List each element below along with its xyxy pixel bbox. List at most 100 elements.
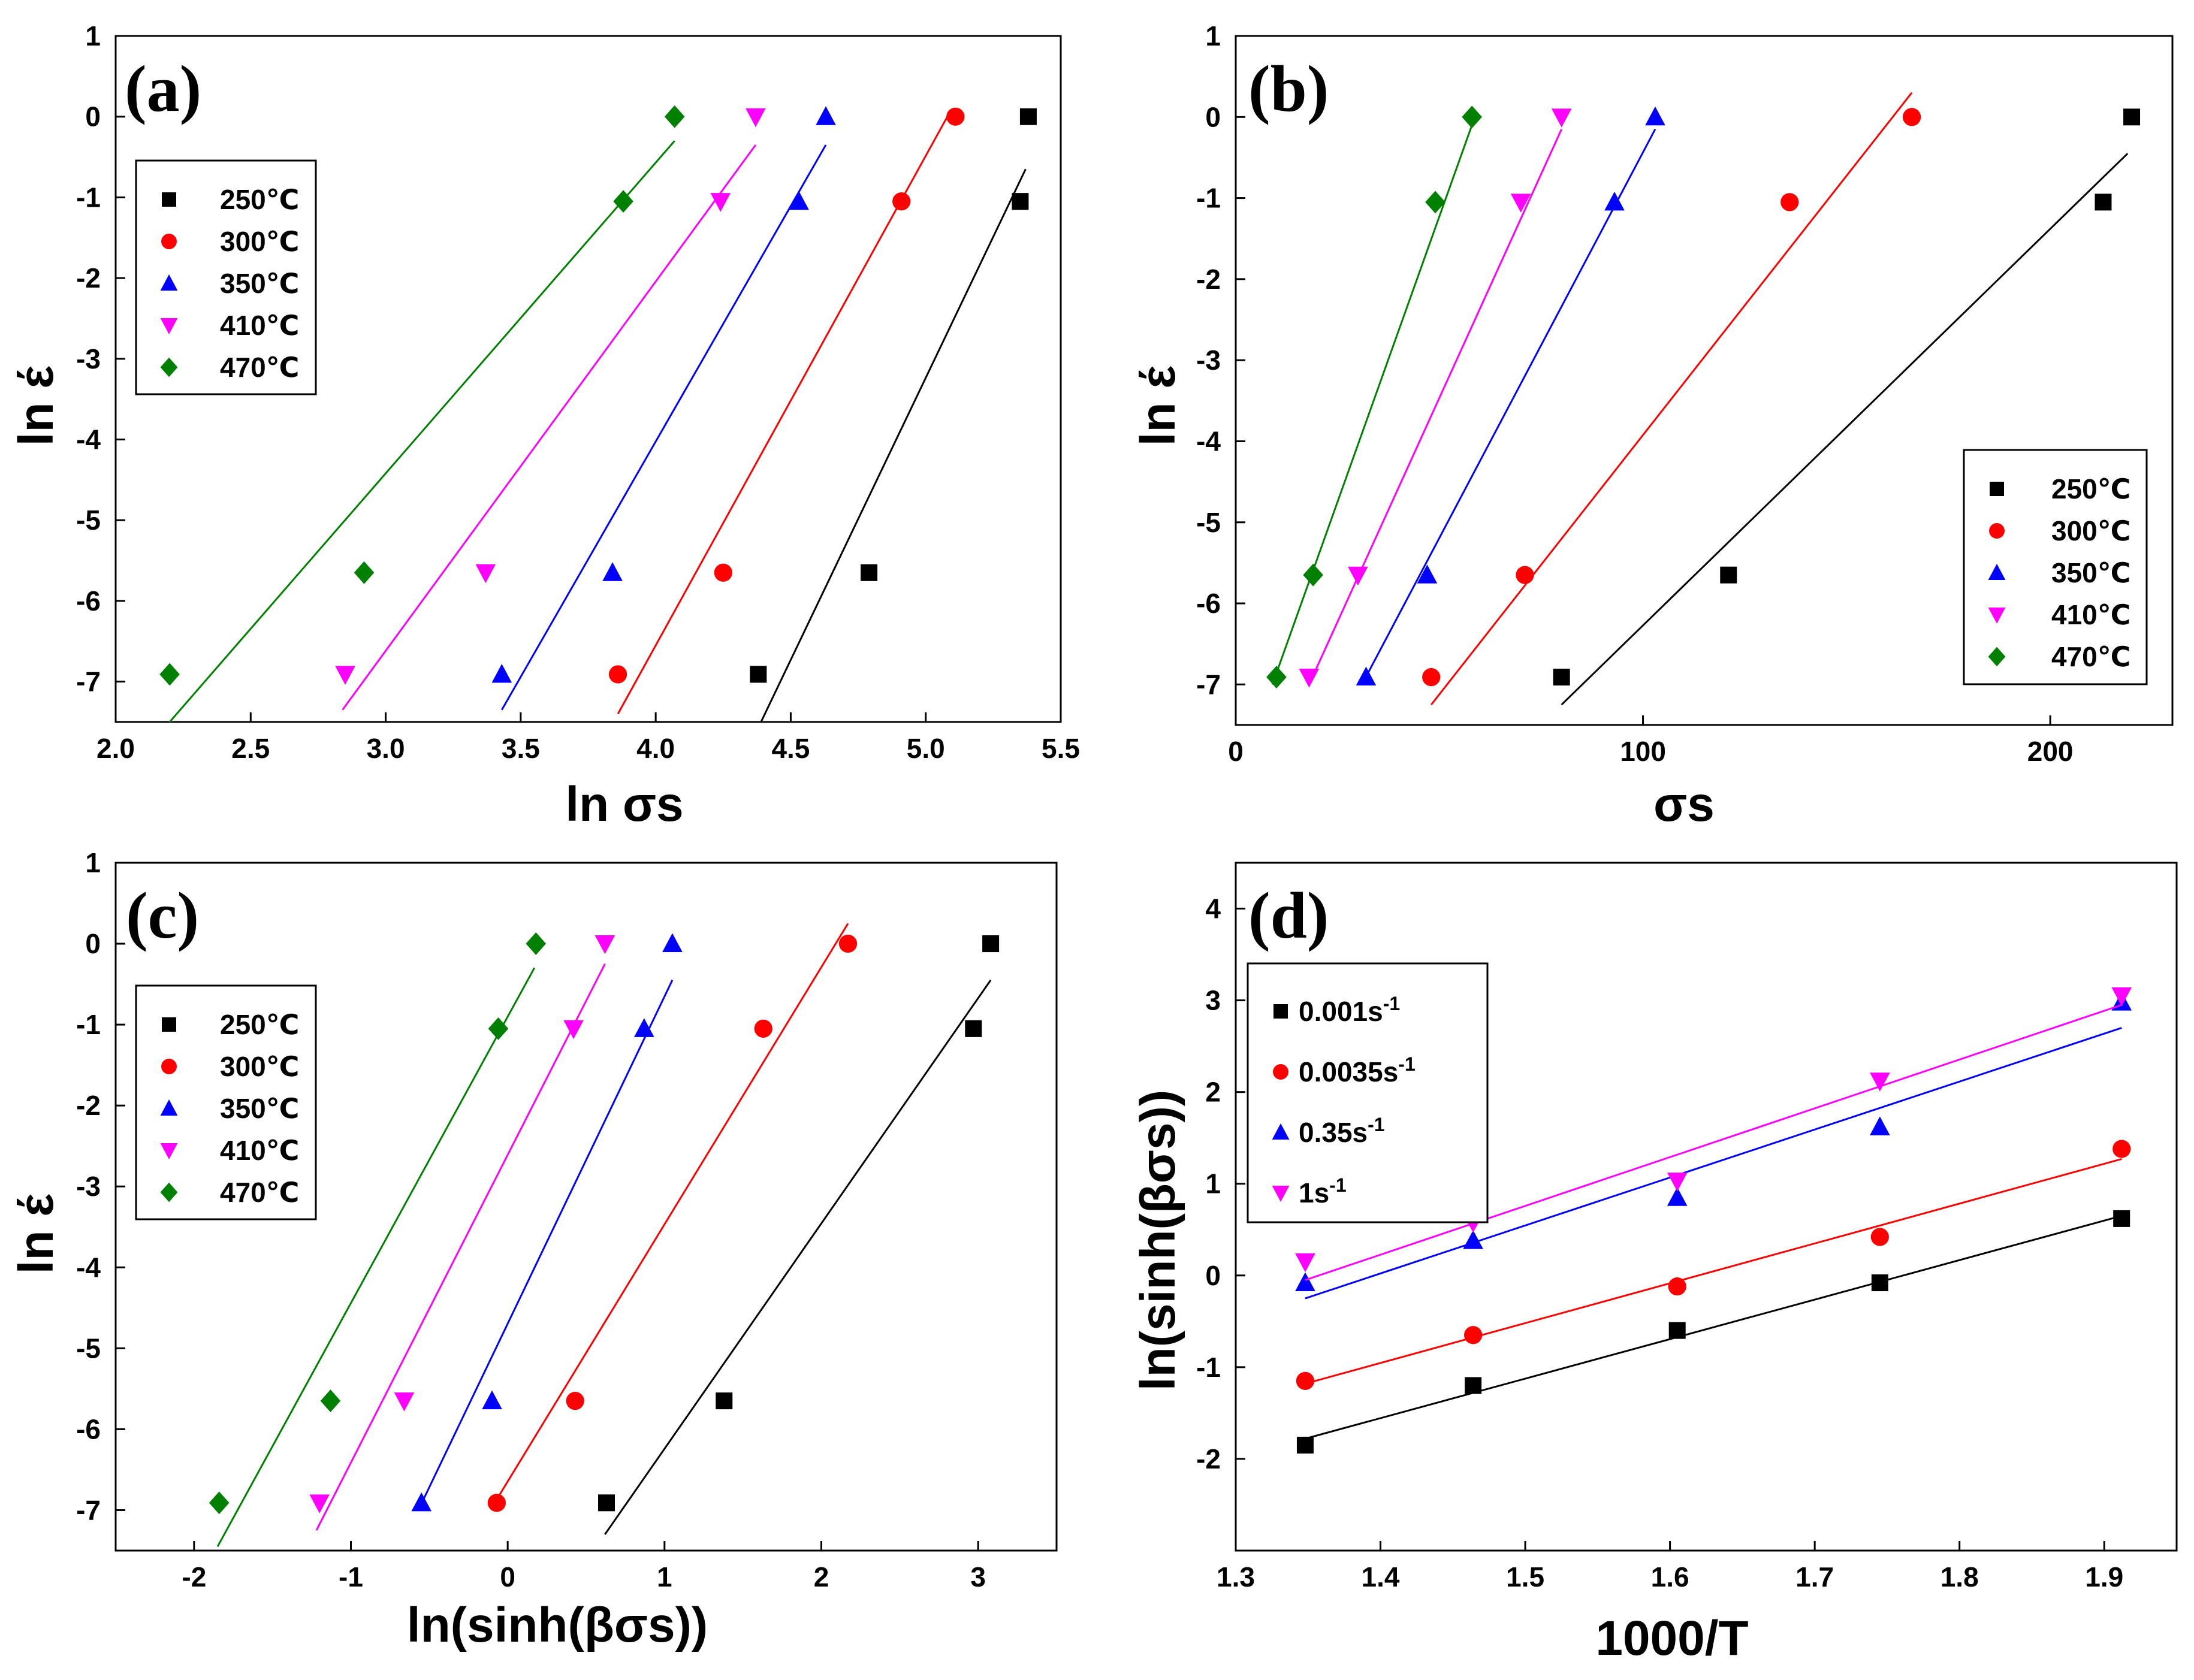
x-tick-label: 4.0 bbox=[636, 733, 675, 764]
series-3 bbox=[1299, 108, 1572, 688]
data-point bbox=[754, 1019, 772, 1038]
data-point bbox=[946, 107, 965, 126]
data-point bbox=[1604, 191, 1625, 211]
data-point bbox=[662, 933, 683, 953]
legend-entry: 470℃ bbox=[220, 352, 299, 383]
y-tick-label: -2 bbox=[76, 1090, 101, 1121]
x-tick-label: 1.3 bbox=[1217, 1561, 1255, 1593]
y-tick-label: -1 bbox=[1196, 1352, 1221, 1383]
legend-marker bbox=[160, 357, 178, 377]
data-point bbox=[982, 935, 1000, 953]
x-axis-label: 1000/T bbox=[1595, 1611, 1748, 1666]
x-tick-label: 0 bbox=[500, 1561, 515, 1593]
y-tick-label: 1 bbox=[85, 20, 101, 52]
panel-label: (a) bbox=[125, 52, 201, 125]
x-tick-label: 3.0 bbox=[367, 733, 405, 764]
data-point bbox=[209, 1491, 230, 1515]
data-point bbox=[1425, 191, 1445, 214]
data-point bbox=[320, 1389, 341, 1413]
y-tick-label: 4 bbox=[1205, 893, 1221, 924]
data-point bbox=[594, 935, 615, 954]
data-point bbox=[750, 666, 767, 683]
data-point bbox=[608, 665, 627, 684]
legend: 0.001s-10.0035s-10.35s-11s-1 bbox=[1247, 962, 1489, 1223]
data-point bbox=[710, 193, 731, 212]
y-tick-label: -3 bbox=[1196, 345, 1221, 376]
data-point bbox=[1422, 668, 1441, 687]
y-tick-label: 1 bbox=[1205, 1168, 1221, 1199]
y-axis-label: ln(sinh(βσs)) bbox=[1131, 1090, 1185, 1391]
y-axis-label: ln έ bbox=[9, 1194, 64, 1274]
x-tick-label: 0 bbox=[1228, 736, 1244, 767]
x-tick-label: 5.5 bbox=[1042, 733, 1080, 764]
data-point bbox=[1348, 566, 1368, 586]
x-axis-label: ln(sinh(βσs)) bbox=[407, 1598, 708, 1652]
legend-marker bbox=[162, 192, 176, 207]
legend-marker bbox=[160, 274, 178, 291]
legend-entry: 300℃ bbox=[220, 1051, 299, 1082]
legend-superscript: -1 bbox=[1398, 1053, 1415, 1075]
data-point bbox=[2123, 108, 2141, 126]
data-point bbox=[1019, 108, 1037, 125]
series-2 bbox=[1295, 992, 2132, 1300]
data-point bbox=[487, 1494, 506, 1512]
fit-line bbox=[216, 967, 535, 1547]
panel-b: (b) ln έ σs 0 100 200 1 0 -1 -2 -3 -4 -5 -6 -7 250℃ 3… bbox=[1131, 20, 2174, 832]
x-axis-label: σs bbox=[1653, 777, 1715, 832]
fit-line bbox=[617, 116, 949, 715]
plot-frame bbox=[1235, 862, 2178, 1552]
legend-superscript: -1 bbox=[1368, 1114, 1384, 1135]
plot-frame bbox=[114, 862, 1058, 1552]
legend-marker bbox=[1272, 1123, 1290, 1140]
plot-frame bbox=[1235, 35, 2174, 726]
legend-marker bbox=[1990, 482, 2004, 496]
legend-entry: 350℃ bbox=[220, 268, 299, 299]
fit-line bbox=[417, 980, 674, 1511]
y-tick-label: -3 bbox=[76, 343, 101, 374]
fit-line bbox=[168, 140, 675, 723]
data-point bbox=[159, 663, 180, 686]
series-4 bbox=[209, 932, 547, 1547]
series-0 bbox=[750, 108, 1037, 723]
y-tick-label: -5 bbox=[76, 1332, 101, 1364]
legend-marker bbox=[161, 1059, 177, 1074]
data-point bbox=[563, 1020, 584, 1040]
data-point bbox=[598, 1494, 615, 1512]
fit-line bbox=[315, 963, 606, 1531]
fit-line bbox=[760, 168, 1027, 723]
series-0 bbox=[1296, 1210, 2130, 1454]
legend-entry: 300℃ bbox=[2051, 515, 2130, 546]
x-axis-label: ln σs bbox=[565, 777, 683, 832]
data-point bbox=[1295, 1272, 1315, 1292]
series-3 bbox=[309, 935, 615, 1531]
fit-line bbox=[1308, 128, 1563, 685]
legend-marker bbox=[1988, 564, 2006, 580]
plot-frame bbox=[114, 35, 1062, 723]
legend-entry: 410℃ bbox=[220, 310, 299, 341]
data-point bbox=[1870, 1228, 1889, 1246]
data-point bbox=[1780, 193, 1799, 211]
data-point bbox=[1553, 669, 1570, 686]
data-point bbox=[1295, 1253, 1315, 1273]
data-point bbox=[488, 1017, 509, 1040]
y-axis-label-text: ln έ bbox=[9, 1194, 64, 1274]
data-point bbox=[1463, 1230, 1483, 1249]
data-point bbox=[1667, 1187, 1688, 1206]
data-point bbox=[482, 1390, 502, 1410]
fit-line bbox=[1271, 125, 1473, 685]
data-point bbox=[1465, 1377, 1482, 1394]
data-point bbox=[411, 1492, 432, 1512]
data-point bbox=[746, 108, 766, 128]
legend-marker bbox=[160, 318, 178, 334]
data-point bbox=[892, 192, 911, 211]
x-tick-label: 200 bbox=[2027, 736, 2074, 767]
y-tick-label: 2 bbox=[1205, 1077, 1221, 1108]
data-point bbox=[526, 932, 547, 955]
legend-marker bbox=[1273, 1064, 1288, 1080]
legend-entry: 350℃ bbox=[2051, 557, 2130, 588]
panel-label: (c) bbox=[126, 879, 199, 952]
x-tick-label: 5.0 bbox=[907, 733, 945, 764]
data-point bbox=[2095, 194, 2112, 211]
data-point bbox=[335, 666, 355, 685]
y-tick-label: -6 bbox=[76, 585, 101, 617]
